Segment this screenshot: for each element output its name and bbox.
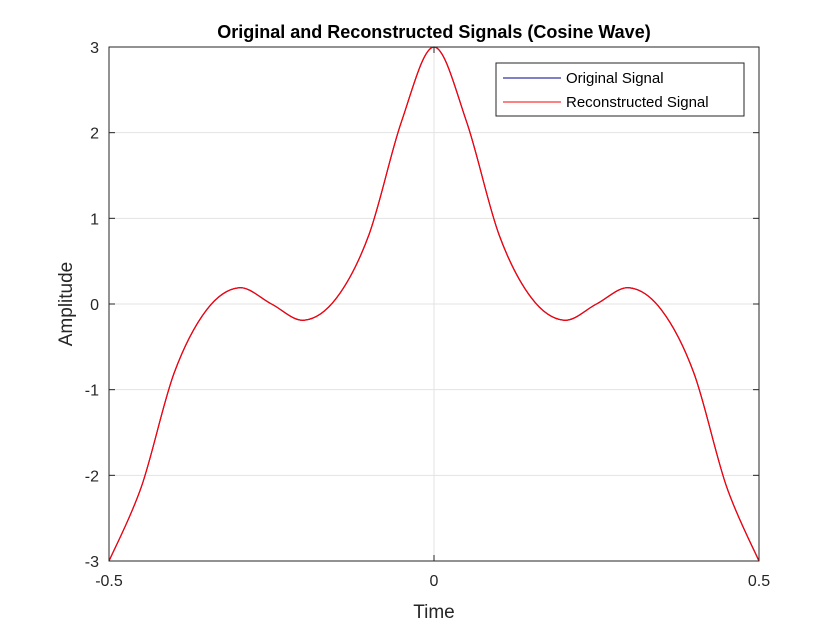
x-axis-label: Time: [413, 602, 455, 623]
legend-label-original-signal: Original Signal: [566, 70, 664, 87]
y-tick-label: 1: [90, 211, 99, 228]
axis-ticks: -0.5 0 0.5 -3 -2 -1 0 1 2 3: [85, 40, 770, 590]
x-tick-label: 0: [430, 573, 439, 590]
grid-lines: [108, 46, 760, 562]
y-tick-label: -3: [85, 554, 99, 571]
y-tick-label: 0: [90, 297, 99, 314]
y-axis-label: Amplitude: [56, 262, 77, 347]
chart-title: Original and Reconstructed Signals (Cosi…: [217, 22, 650, 42]
legend-box: [495, 62, 745, 117]
x-tick-label: -0.5: [95, 573, 123, 590]
x-tick-label: 0.5: [748, 573, 770, 590]
legend: Original Signal Reconstructed Signal: [495, 62, 745, 117]
y-tick-label: -2: [85, 468, 99, 485]
y-tick-label: 2: [90, 126, 99, 143]
y-tick-label: -1: [85, 383, 99, 400]
legend-label-reconstructed-signal: Reconstructed Signal: [566, 94, 709, 111]
y-tick-label: 3: [90, 40, 99, 57]
